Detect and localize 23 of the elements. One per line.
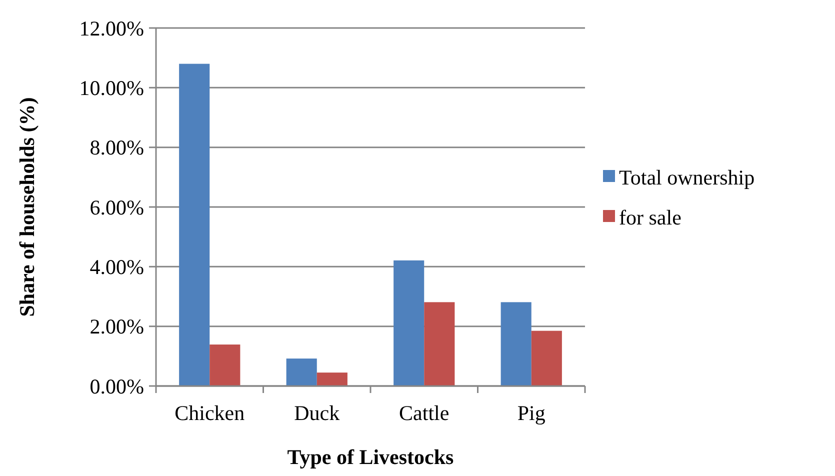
x-tick-label: Pig — [517, 401, 546, 425]
y-tick-label: 12.00% — [79, 16, 144, 40]
bar — [394, 260, 424, 386]
legend-label: for sale — [619, 205, 682, 230]
y-tick-label: 4.00% — [90, 255, 144, 280]
y-tick-label: 0.00% — [90, 374, 144, 398]
bar — [316, 372, 348, 386]
bar — [179, 64, 210, 386]
legend-label: Total ownership — [619, 165, 755, 190]
y-tick-label: 10.00% — [79, 76, 144, 100]
bar — [210, 344, 240, 386]
y-axis-title: Share of households (%) — [15, 97, 39, 317]
x-tick-label: Chicken — [174, 401, 246, 425]
y-tick-label: 2.00% — [90, 314, 144, 339]
x-axis-title: Type of Livestocks — [287, 445, 454, 469]
x-tick-label: Duck — [294, 401, 340, 425]
bar — [531, 330, 562, 386]
bar — [424, 302, 455, 386]
x-tick-label: Cattle — [399, 401, 450, 425]
bar — [500, 302, 532, 386]
y-tick-label: 6.00% — [90, 195, 144, 220]
bar — [286, 358, 317, 386]
y-tick-label: 8.00% — [90, 136, 144, 160]
